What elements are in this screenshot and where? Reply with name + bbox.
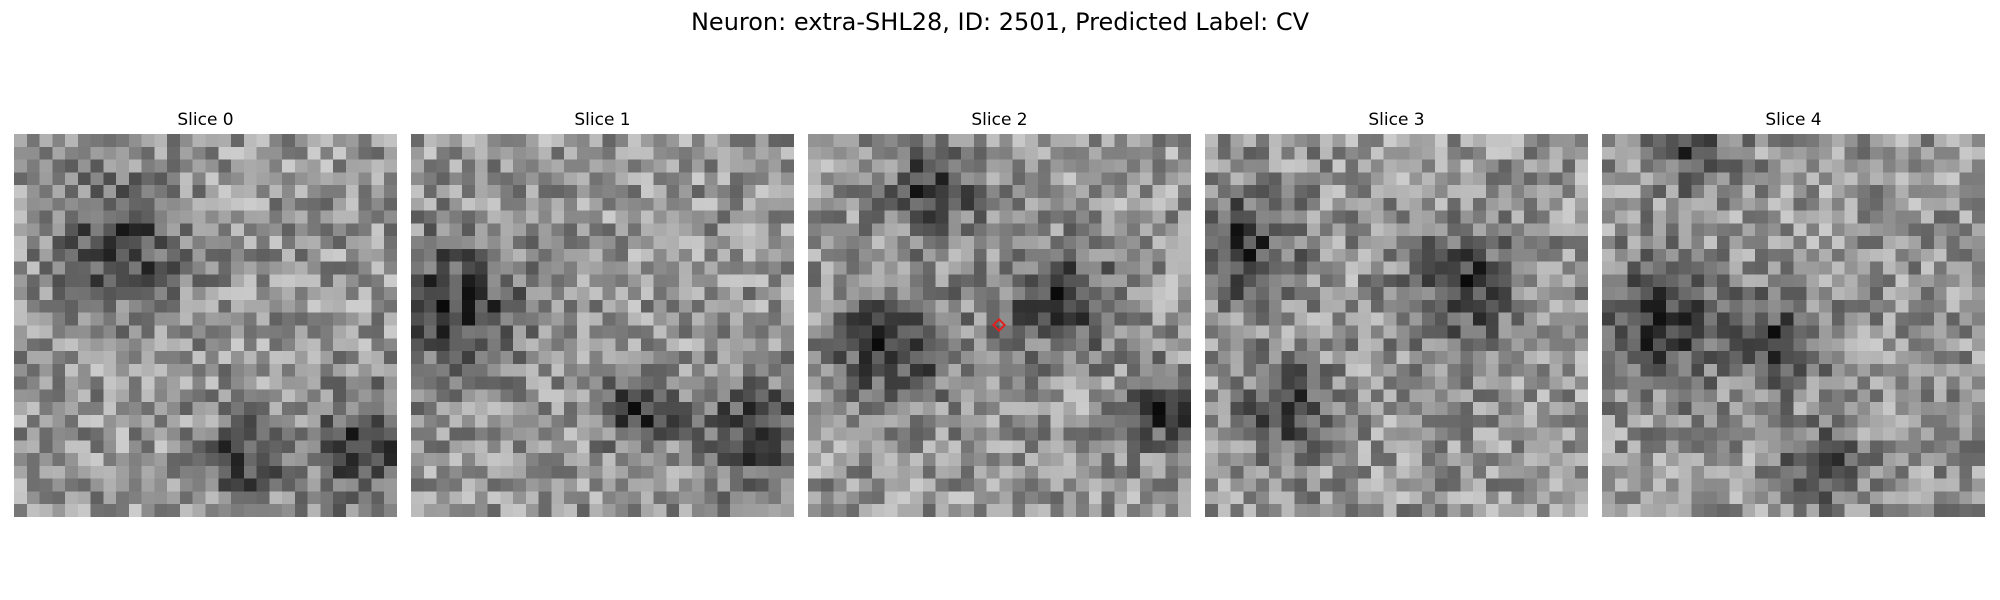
slice-image [1205, 134, 1588, 517]
slice-title: Slice 2 [971, 110, 1028, 130]
slice-title: Slice 3 [1368, 110, 1425, 130]
slice-image [14, 134, 397, 517]
figure-title: Neuron: extra-SHL28, ID: 2501, Predicted… [690, 8, 1310, 36]
slice-title: Slice 0 [177, 110, 234, 130]
slice-title: Slice 1 [574, 110, 631, 130]
slice-image [1602, 134, 1985, 517]
slice-image [808, 134, 1191, 517]
slice-title: Slice 4 [1765, 110, 1822, 130]
slice-image [411, 134, 794, 517]
